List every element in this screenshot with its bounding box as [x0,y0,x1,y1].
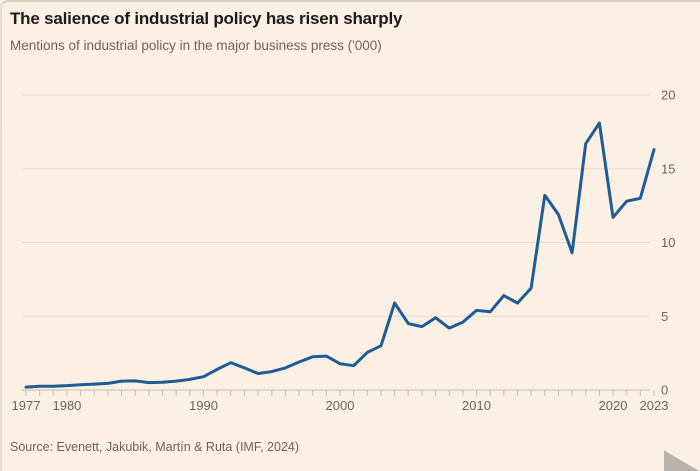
x-tick-label: 1977 [12,398,41,413]
y-tick-label: 15 [661,161,675,176]
data-line-series [24,121,656,389]
y-tick-label: 0 [661,383,668,398]
y-tick-label: 10 [661,235,675,250]
x-tick-label: 2000 [326,398,355,413]
chart-subtitle: Mentions of industrial policy in the maj… [10,38,382,53]
x-tick-label: 2010 [462,398,491,413]
x-tick-label: 1990 [189,398,218,413]
source-note: Source: Evenett, Jakubik, Martín & Ruta … [10,440,300,454]
chart-header: The salience of industrial policy has ri… [10,9,690,53]
x-tick-label: 1980 [52,398,81,413]
resize-handle-icon[interactable] [664,450,700,471]
x-tick-label: 2023 [640,398,669,413]
x-tick-label: 2020 [599,398,628,413]
y-tick-label: 20 [661,88,675,103]
page-title: The salience of industrial policy has ri… [10,9,403,28]
y-tick-label: 5 [661,309,668,324]
